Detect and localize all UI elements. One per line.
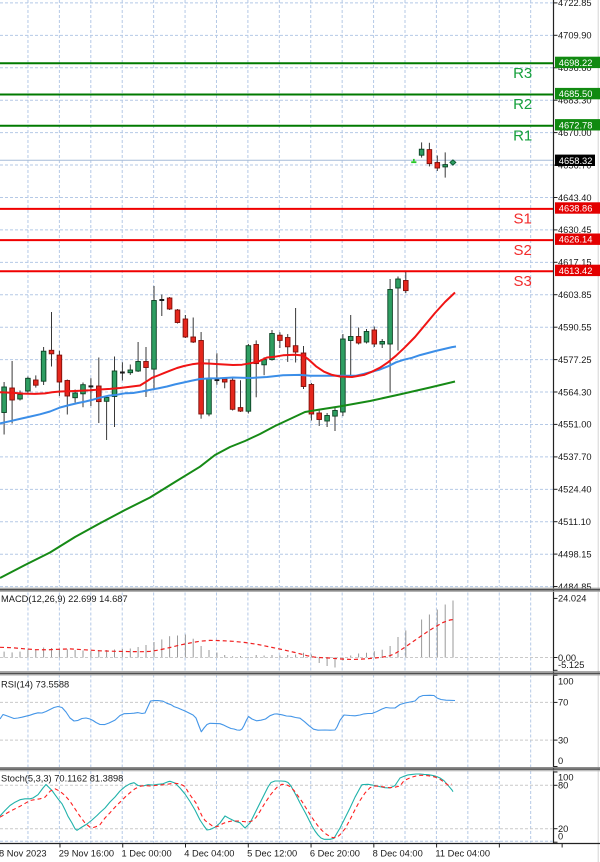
svg-text:4643.40: 4643.40 <box>558 193 592 203</box>
svg-text:R3: R3 <box>513 65 532 82</box>
svg-text:4564.30: 4564.30 <box>558 387 592 397</box>
svg-text:4524.40: 4524.40 <box>558 485 592 495</box>
svg-text:S2: S2 <box>514 242 532 259</box>
svg-text:100: 100 <box>558 772 574 782</box>
svg-text:100: 100 <box>558 677 574 687</box>
svg-text:4709.90: 4709.90 <box>558 31 592 41</box>
svg-text:5 Dec 12:00: 5 Dec 12:00 <box>247 848 297 858</box>
svg-text:1 Dec 00:00: 1 Dec 00:00 <box>122 848 172 858</box>
svg-text:4613.42: 4613.42 <box>559 266 593 276</box>
svg-text:80: 80 <box>558 781 568 791</box>
svg-text:4577.25: 4577.25 <box>558 355 592 365</box>
svg-text:4685.50: 4685.50 <box>559 89 593 99</box>
svg-text:-5.125: -5.125 <box>558 660 584 670</box>
svg-text:4603.85: 4603.85 <box>558 290 592 300</box>
svg-text:0: 0 <box>558 831 563 841</box>
svg-text:4551.00: 4551.00 <box>558 420 592 430</box>
svg-text:R1: R1 <box>513 127 532 144</box>
svg-text:6 Dec 20:00: 6 Dec 20:00 <box>310 848 360 858</box>
svg-text:4617.15: 4617.15 <box>558 258 592 268</box>
svg-text:4498.15: 4498.15 <box>558 549 592 559</box>
svg-text:4484.85: 4484.85 <box>558 582 592 592</box>
svg-text:30: 30 <box>558 735 568 745</box>
svg-text:8 Dec 04:00: 8 Dec 04:00 <box>373 848 423 858</box>
svg-text:4683.30: 4683.30 <box>558 96 592 106</box>
svg-text:0.00: 0.00 <box>558 653 576 663</box>
svg-text:RSI(14) 73.5588: RSI(14) 73.5588 <box>1 679 69 689</box>
svg-text:0: 0 <box>558 756 563 766</box>
svg-text:4658.32: 4658.32 <box>559 156 593 166</box>
svg-text:11 Dec 04:00: 11 Dec 04:00 <box>435 848 490 858</box>
svg-text:4722.85: 4722.85 <box>558 0 592 8</box>
svg-text:4638.86: 4638.86 <box>559 204 593 214</box>
svg-text:4698.22: 4698.22 <box>559 58 593 68</box>
svg-text:70: 70 <box>558 698 568 708</box>
svg-text:4626.14: 4626.14 <box>559 235 593 245</box>
svg-text:S1: S1 <box>514 211 532 228</box>
svg-text:S3: S3 <box>514 273 532 290</box>
svg-text:28 Nov 2023: 28 Nov 2023 <box>0 848 47 858</box>
svg-text:4672.78: 4672.78 <box>559 120 593 130</box>
svg-text:R2: R2 <box>513 96 532 113</box>
svg-text:Stoch(5,3,3) 70.1162 81.3898: Stoch(5,3,3) 70.1162 81.3898 <box>1 774 123 784</box>
svg-text:4 Dec 04:00: 4 Dec 04:00 <box>184 848 234 858</box>
svg-text:29 Nov 16:00: 29 Nov 16:00 <box>59 848 114 858</box>
svg-text:20: 20 <box>558 824 568 834</box>
svg-text:4670.00: 4670.00 <box>558 128 592 138</box>
svg-text:24.024: 24.024 <box>558 594 586 604</box>
svg-text:4630.45: 4630.45 <box>558 225 592 235</box>
svg-text:4537.70: 4537.70 <box>558 452 592 462</box>
svg-text:4511.10: 4511.10 <box>558 517 591 527</box>
svg-text:MACD(12,26,9) 22.699 14.687: MACD(12,26,9) 22.699 14.687 <box>1 594 128 604</box>
svg-text:4590.55: 4590.55 <box>558 323 592 333</box>
